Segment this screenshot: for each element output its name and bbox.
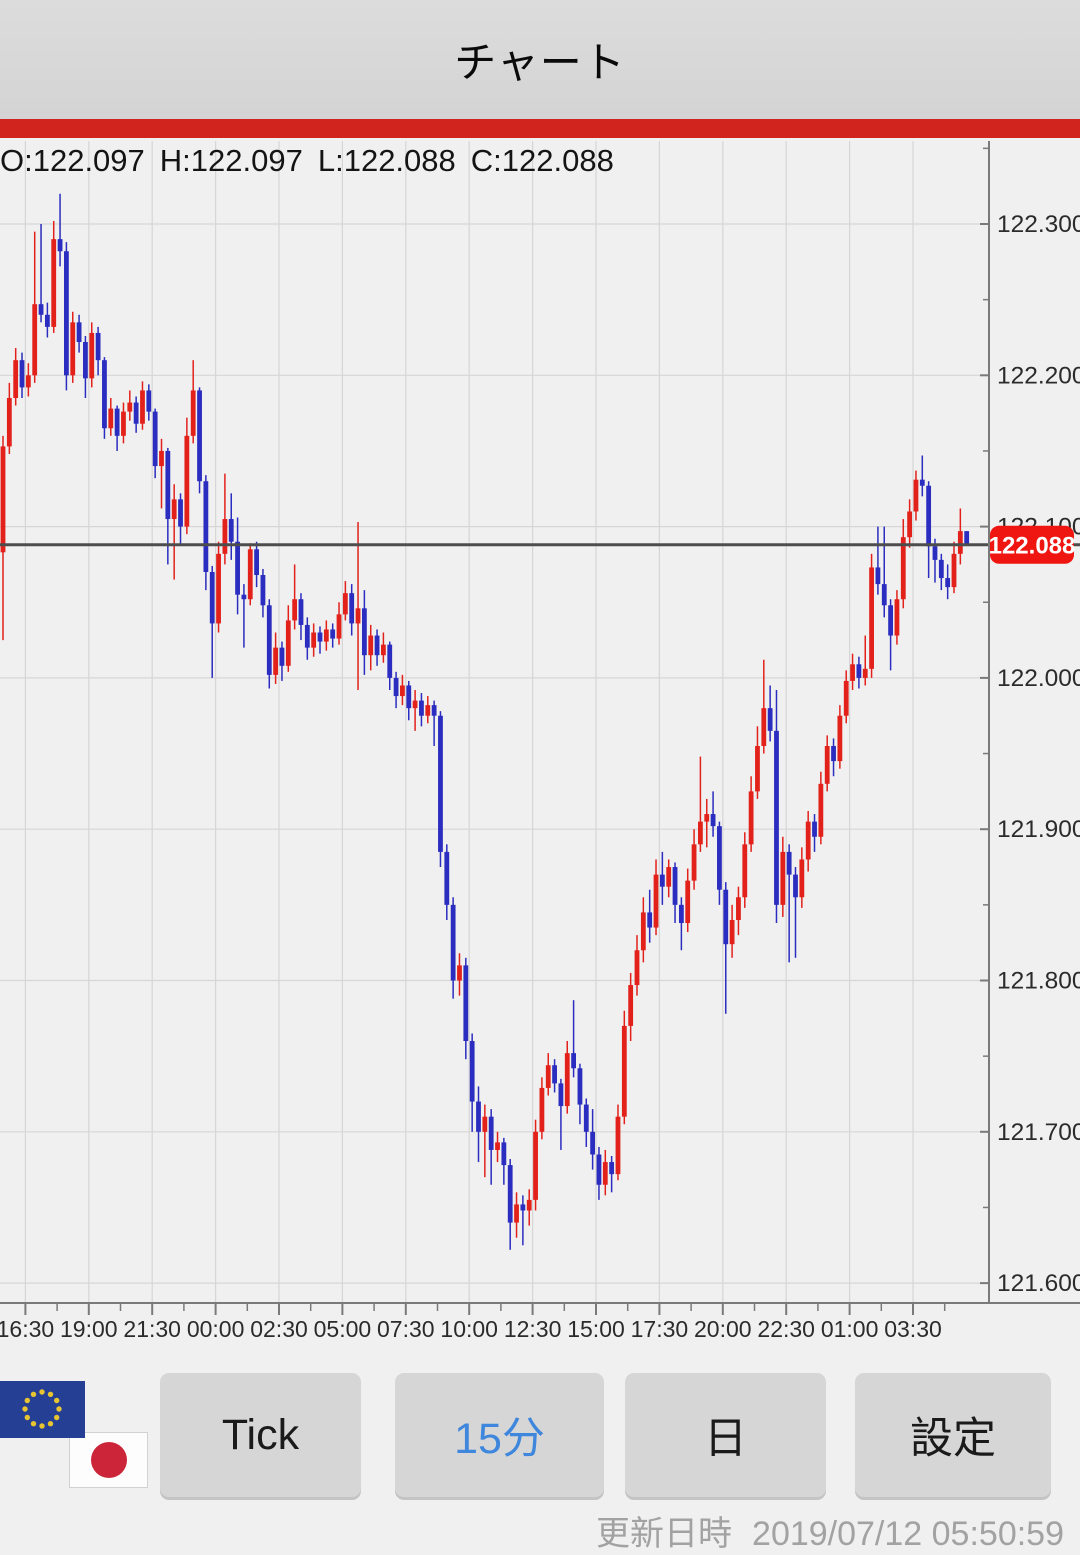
axes: 122.300122.200122.100122.000121.900121.8… bbox=[0, 141, 1080, 1342]
svg-text:21:30: 21:30 bbox=[123, 1316, 181, 1342]
svg-text:02:30: 02:30 bbox=[250, 1316, 308, 1342]
page-title: チャート bbox=[454, 39, 626, 86]
update-status-datetime: 2019/07/12 05:50:59 bbox=[752, 1515, 1064, 1553]
svg-text:22:30: 22:30 bbox=[757, 1316, 815, 1342]
update-status-label: 更新日時 bbox=[596, 1515, 733, 1553]
svg-text:121.700: 121.700 bbox=[997, 1119, 1080, 1146]
svg-text:01:00: 01:00 bbox=[821, 1316, 879, 1342]
tick-button[interactable]: Tick bbox=[160, 1373, 361, 1497]
svg-text:00:00: 00:00 bbox=[187, 1316, 245, 1342]
svg-text:17:30: 17:30 bbox=[631, 1316, 689, 1342]
candlestick-chart[interactable]: 122.300122.200122.100122.000121.900121.8… bbox=[0, 138, 1080, 1353]
svg-text:20:00: 20:00 bbox=[694, 1316, 752, 1342]
svg-text:07:30: 07:30 bbox=[377, 1316, 435, 1342]
svg-text:121.600: 121.600 bbox=[997, 1270, 1080, 1297]
current-price-badge: 122.088 bbox=[989, 525, 1076, 564]
svg-text:12:30: 12:30 bbox=[504, 1316, 562, 1342]
svg-text:122.000: 122.000 bbox=[997, 665, 1080, 692]
ohlc-close: C:122.088 bbox=[470, 143, 614, 178]
grid-layer bbox=[0, 141, 989, 1303]
settings-button[interactable]: 設定 bbox=[855, 1373, 1051, 1497]
svg-text:122.300: 122.300 bbox=[997, 211, 1080, 238]
japan-flag-icon bbox=[69, 1432, 148, 1488]
svg-text:15:00: 15:00 bbox=[567, 1316, 625, 1342]
svg-text:10:00: 10:00 bbox=[440, 1316, 498, 1342]
svg-text:122.200: 122.200 bbox=[997, 362, 1080, 389]
japan-flag-sun bbox=[91, 1442, 127, 1478]
svg-text:122.088: 122.088 bbox=[989, 532, 1076, 559]
svg-text:121.800: 121.800 bbox=[997, 968, 1080, 995]
update-status: 更新日時 2019/07/12 05:50:59 bbox=[596, 1506, 1064, 1555]
timeframe-15min-button[interactable]: 15分 bbox=[395, 1373, 604, 1497]
svg-text:05:00: 05:00 bbox=[314, 1316, 372, 1342]
ohlc-open: O:122.097 bbox=[0, 143, 145, 178]
ohlc-high: H:122.097 bbox=[159, 143, 303, 178]
ohlc-readout: O:122.097 H:122.097 L:122.088 C:122.088 bbox=[0, 143, 629, 179]
eu-flag-icon bbox=[0, 1381, 85, 1438]
candles-layer bbox=[0, 193, 970, 1250]
header-accent-bar bbox=[0, 119, 1080, 138]
svg-text:16:30: 16:30 bbox=[0, 1316, 54, 1342]
svg-text:121.900: 121.900 bbox=[997, 816, 1080, 843]
daily-button[interactable]: 日 bbox=[625, 1373, 826, 1497]
svg-text:19:00: 19:00 bbox=[60, 1316, 118, 1342]
app-header: チャート bbox=[0, 0, 1080, 119]
svg-text:03:30: 03:30 bbox=[884, 1316, 942, 1342]
ohlc-low: L:122.088 bbox=[317, 143, 456, 178]
